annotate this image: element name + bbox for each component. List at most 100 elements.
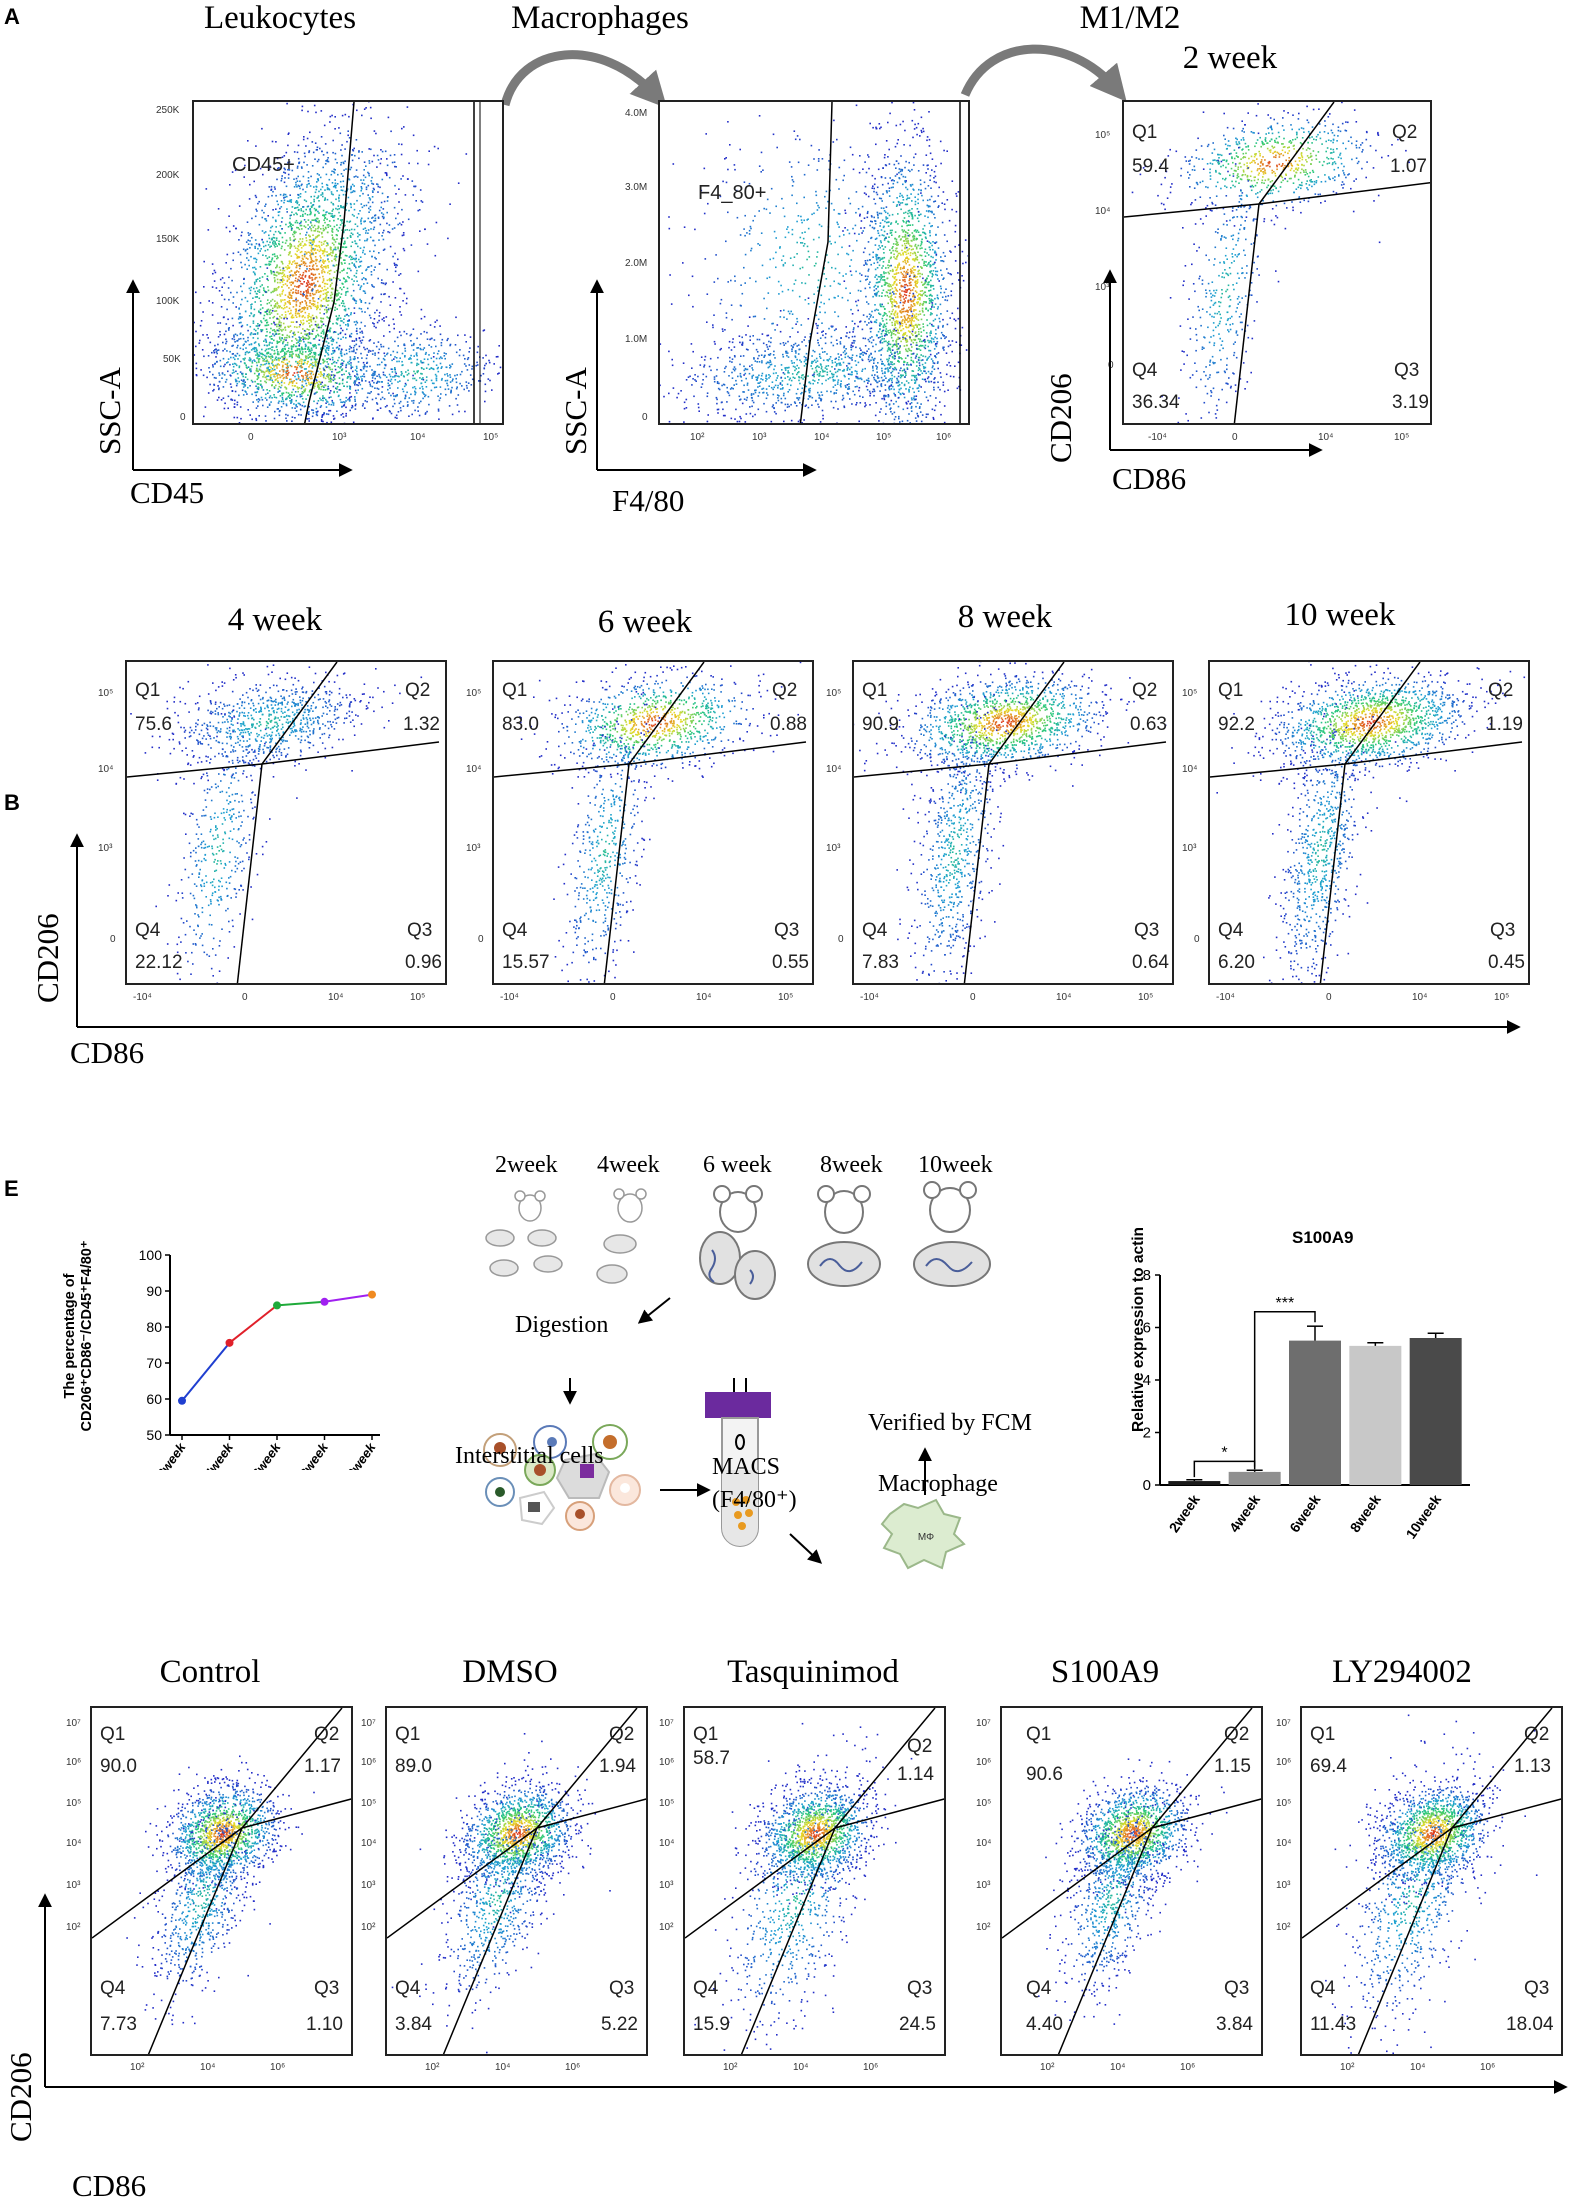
tick-x: -10⁴ bbox=[1148, 432, 1167, 443]
q1-value: 69.4 bbox=[1310, 1756, 1347, 1778]
tick-y: 0 bbox=[1194, 934, 1200, 945]
tick-y: 10⁵ bbox=[659, 1798, 674, 1809]
tick-x: 10⁴ bbox=[410, 432, 425, 443]
macrophage-label: Macrophage bbox=[878, 1471, 998, 1498]
q1-label: Q1 bbox=[1132, 122, 1157, 144]
gate-label-f480: F4_80+ bbox=[698, 182, 766, 205]
panel-label-e: E bbox=[4, 1176, 19, 1202]
tick-y: 10⁵ bbox=[98, 688, 113, 699]
q3-label: Q3 bbox=[407, 920, 432, 942]
b-point bbox=[368, 1290, 376, 1299]
week-label-4: 4week bbox=[597, 1152, 660, 1179]
q3-label: Q3 bbox=[1224, 1978, 1249, 2000]
tick-x: 0 bbox=[970, 992, 976, 1003]
tick-y: 10⁵ bbox=[976, 1798, 991, 1809]
scatter-points bbox=[840, 102, 967, 423]
b-xtick-label: 2week bbox=[153, 1439, 189, 1470]
quadrant-line bbox=[834, 1708, 936, 1829]
tick-y: 10⁷ bbox=[659, 1718, 674, 1729]
b-segment bbox=[276, 1300, 325, 1307]
tick-x: 10⁴ bbox=[495, 2062, 510, 2073]
quadrant-line bbox=[536, 1708, 638, 1829]
tick-y: 10² bbox=[659, 1922, 673, 1933]
quadrant-line bbox=[241, 1708, 343, 1829]
quadrant-line bbox=[1451, 1708, 1553, 1829]
gating-arrows bbox=[500, 44, 1127, 109]
tick-x: 10⁵ bbox=[1138, 992, 1153, 1003]
d-xtick-label: 6week bbox=[1286, 1491, 1323, 1535]
tick-y: 10⁷ bbox=[1276, 1718, 1291, 1729]
q3-label: Q3 bbox=[1394, 360, 1419, 382]
tick-x: 10² bbox=[690, 432, 704, 443]
q2-value: 1.07 bbox=[1390, 156, 1427, 178]
b-ytick-label: 100 bbox=[139, 1247, 163, 1263]
tick-y: 10³ bbox=[98, 843, 112, 854]
tick-x: 10⁶ bbox=[565, 2062, 580, 2073]
q3-value: 3.84 bbox=[1216, 2014, 1253, 2036]
b-point bbox=[273, 1301, 281, 1310]
q1-value: 89.0 bbox=[395, 1756, 432, 1778]
tick-x: 10² bbox=[723, 2062, 737, 2073]
q3-value: 24.5 bbox=[899, 2014, 936, 2036]
xlabel-f480: F4/80 bbox=[612, 483, 684, 519]
d-ytick-label: 0 bbox=[1143, 1477, 1151, 1494]
e-title-dmso: DMSO bbox=[420, 1654, 600, 1691]
week-title-4: 4 week bbox=[170, 602, 380, 639]
q4-label: Q4 bbox=[135, 920, 160, 942]
gate-label-cd45: CD45+ bbox=[232, 154, 295, 177]
tick-y: 10³ bbox=[826, 843, 840, 854]
tick-y: 10⁴ bbox=[659, 1838, 674, 1849]
q4-value: 4.40 bbox=[1026, 2014, 1063, 2036]
q4-label: Q4 bbox=[395, 1978, 420, 2000]
q2-label: Q2 bbox=[1132, 680, 1157, 702]
b-ytick-label: 80 bbox=[146, 1319, 162, 1335]
tick-x: 0 bbox=[248, 432, 254, 443]
interstitial-cells-icon bbox=[483, 1424, 641, 1531]
tick-y: 10⁴ bbox=[66, 1838, 81, 1849]
scatter-points bbox=[694, 1722, 889, 2051]
d-bar bbox=[1409, 1338, 1462, 1485]
tick-y: 10⁶ bbox=[976, 1757, 991, 1768]
tick-y: 10⁵ bbox=[66, 1798, 81, 1809]
q3-value: 1.10 bbox=[306, 2014, 343, 2036]
facs-ly294002: Q1 69.4 Q2 1.13 Q3 18.04 Q4 11.43 bbox=[1300, 1706, 1563, 2056]
q1-value: 90.0 bbox=[100, 1756, 137, 1778]
tick-y: 10⁵ bbox=[466, 688, 481, 699]
q1-label: Q1 bbox=[395, 1724, 420, 1746]
tick-y: 0 bbox=[838, 934, 844, 945]
tick-y: 50K bbox=[163, 354, 181, 365]
quadrant-line bbox=[494, 741, 807, 778]
facs-6week: Q1 83.0 Q2 0.88 Q3 0.55 Q4 15.57 bbox=[492, 660, 814, 985]
b-xtick-label: 10week bbox=[340, 1439, 379, 1470]
tick-y: 10² bbox=[66, 1922, 80, 1933]
quadrant-line bbox=[603, 763, 630, 983]
d-ytick-label: 6 bbox=[1143, 1320, 1151, 1337]
q3-value: 3.19 bbox=[1392, 392, 1429, 414]
tick-x: 10⁵ bbox=[410, 992, 425, 1003]
week-label-2: 2week bbox=[495, 1152, 558, 1179]
facs-8week: Q1 90.9 Q2 0.63 Q3 0.64 Q4 7.83 bbox=[852, 660, 1174, 985]
quadrant-line bbox=[127, 741, 440, 778]
q3-label: Q3 bbox=[1524, 1978, 1549, 2000]
mouse-icon-10week bbox=[913, 1181, 991, 1287]
b-point bbox=[225, 1338, 234, 1347]
q1-label: Q1 bbox=[100, 1724, 125, 1746]
panel-d-ylabel: Relative expression to actin bbox=[1130, 1227, 1148, 1432]
ylabel-cd206-weeks: CD206 bbox=[30, 913, 66, 1003]
q1-label: Q1 bbox=[862, 680, 887, 702]
tick-x: 10² bbox=[1040, 2062, 1054, 2073]
scatter-points bbox=[126, 1755, 280, 2026]
q1-value: 90.9 bbox=[862, 714, 899, 736]
q3-value: 0.64 bbox=[1132, 952, 1169, 974]
q4-value: 7.83 bbox=[862, 952, 899, 974]
b-ytick-label: 50 bbox=[146, 1427, 162, 1443]
q1-value: 75.6 bbox=[135, 714, 172, 736]
quadrant-line bbox=[442, 1827, 538, 2054]
d-ytick-label: 2 bbox=[1143, 1425, 1151, 1442]
q2-value: 1.15 bbox=[1214, 1756, 1251, 1778]
macs-tube-icon bbox=[705, 1378, 771, 1547]
scatter-points bbox=[302, 296, 502, 423]
q4-label: Q4 bbox=[693, 1978, 718, 2000]
tick-y: 10² bbox=[1276, 1922, 1290, 1933]
q1-value: 90.6 bbox=[1026, 1764, 1063, 1786]
